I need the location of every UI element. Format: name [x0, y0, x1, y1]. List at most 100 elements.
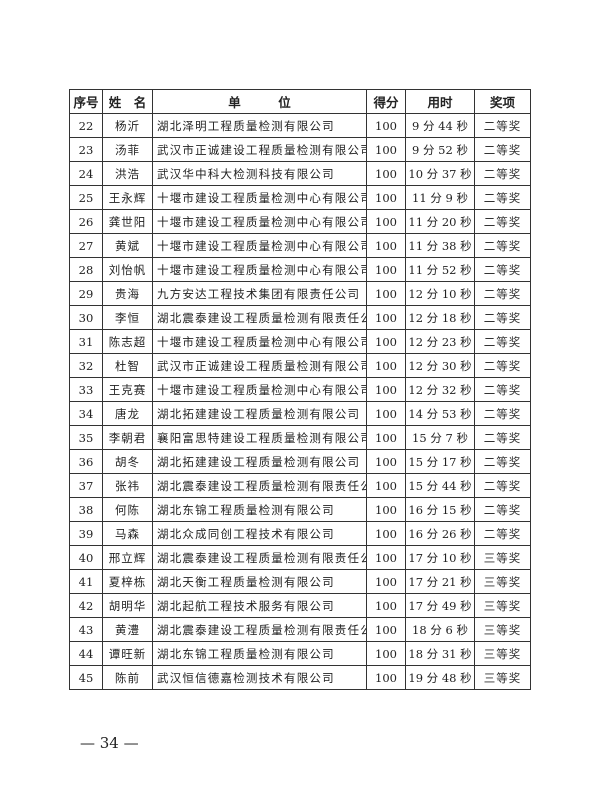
time-used-cell: 17 分 10 秒: [405, 545, 475, 570]
person-name-cell: 李朝君: [102, 425, 153, 450]
organization-cell: 湖北起航工程技术服务有限公司: [152, 593, 367, 618]
person-name-cell: 陈志超: [102, 329, 153, 354]
person-name-cell: 马森: [102, 521, 153, 546]
organization-cell: 湖北泽明工程质量检测有限公司: [152, 113, 367, 138]
header-time: 用时: [405, 89, 475, 114]
time-used-cell: 16 分 15 秒: [405, 497, 475, 522]
score-cell: 100: [366, 617, 406, 642]
table-row: 36 胡冬 湖北拓建建设工程质量检测有限公司 100 15 分 17 秒二等奖: [69, 449, 531, 474]
table-row: 34 唐龙 湖北拓建建设工程质量检测有限公司 100 14 分 53 秒二等奖: [69, 401, 531, 426]
award-cell: 二等奖: [474, 329, 531, 354]
score-cell: 100: [366, 425, 406, 450]
table-row: 37 张祎 湖北震泰建设工程质量检测有限责任公司 100 15 分 44 秒二等奖: [69, 473, 531, 498]
time-used-cell: 19 分 48 秒: [405, 665, 475, 690]
row-number-cell: 30: [69, 305, 103, 330]
award-cell: 二等奖: [474, 425, 531, 450]
table-row: 39 马森 湖北众成同创工程技术有限公司 100 16 分 26 秒二等奖: [69, 521, 531, 546]
header-score: 得分: [366, 89, 406, 114]
organization-cell: 九方安达工程技术集团有限责任公司: [152, 281, 367, 306]
row-number-cell: 44: [69, 641, 103, 666]
row-number-cell: 35: [69, 425, 103, 450]
row-number-cell: 31: [69, 329, 103, 354]
person-name-cell: 何陈: [102, 497, 153, 522]
time-used-cell: 18 分 31 秒: [405, 641, 475, 666]
person-name-cell: 李恒: [102, 305, 153, 330]
time-used-cell: 18 分 6 秒: [405, 617, 475, 642]
score-cell: 100: [366, 233, 406, 258]
table-row: 40 邢立辉 湖北震泰建设工程质量检测有限责任公司 100 17 分 10 秒三等奖: [69, 545, 531, 570]
time-used-cell: 12 分 23 秒: [405, 329, 475, 354]
award-cell: 三等奖: [474, 617, 531, 642]
organization-cell: 湖北拓建建设工程质量检测有限公司: [152, 401, 367, 426]
person-name-cell: 胡冬: [102, 449, 153, 474]
score-cell: 100: [366, 329, 406, 354]
score-cell: 100: [366, 257, 406, 282]
time-used-cell: 10 分 37 秒: [405, 161, 475, 186]
time-used-cell: 11 分 52 秒: [405, 257, 475, 282]
row-number-cell: 29: [69, 281, 103, 306]
time-used-cell: 11 分 9 秒: [405, 185, 475, 210]
person-name-cell: 黄澧: [102, 617, 153, 642]
table-row: 35 李朝君 襄阳富思特建设工程质量检测有限公司 100 15 分 7 秒二等奖: [69, 425, 531, 450]
award-cell: 二等奖: [474, 161, 531, 186]
person-name-cell: 胡明华: [102, 593, 153, 618]
person-name-cell: 夏梓栋: [102, 569, 153, 594]
award-cell: 三等奖: [474, 593, 531, 618]
score-cell: 100: [366, 641, 406, 666]
organization-cell: 十堰市建设工程质量检测中心有限公司: [152, 233, 367, 258]
award-cell: 二等奖: [474, 233, 531, 258]
score-cell: 100: [366, 185, 406, 210]
person-name-cell: 汤菲: [102, 137, 153, 162]
organization-cell: 湖北拓建建设工程质量检测有限公司: [152, 449, 367, 474]
organization-cell: 十堰市建设工程质量检测中心有限公司: [152, 377, 367, 402]
organization-cell: 十堰市建设工程质量检测中心有限公司: [152, 257, 367, 282]
table-row: 22 杨沂 湖北泽明工程质量检测有限公司 100 9 分 44 秒二等奖: [69, 113, 531, 138]
person-name-cell: 洪浩: [102, 161, 153, 186]
organization-cell: 湖北震泰建设工程质量检测有限责任公司: [152, 305, 367, 330]
award-cell: 二等奖: [474, 377, 531, 402]
score-cell: 100: [366, 353, 406, 378]
person-name-cell: 陈前: [102, 665, 153, 690]
organization-cell: 湖北东锦工程质量检测有限公司: [152, 497, 367, 522]
row-number-cell: 23: [69, 137, 103, 162]
table-row: 26 龚世阳 十堰市建设工程质量检测中心有限公司 100 11 分 20 秒二等奖: [69, 209, 531, 234]
table-row: 25 王永辉 十堰市建设工程质量检测中心有限公司 100 11 分 9 秒二等奖: [69, 185, 531, 210]
time-used-cell: 16 分 26 秒: [405, 521, 475, 546]
award-cell: 二等奖: [474, 401, 531, 426]
time-used-cell: 11 分 38 秒: [405, 233, 475, 258]
row-number-cell: 43: [69, 617, 103, 642]
award-cell: 二等奖: [474, 473, 531, 498]
award-cell: 三等奖: [474, 665, 531, 690]
score-cell: 100: [366, 593, 406, 618]
person-name-cell: 杜智: [102, 353, 153, 378]
person-name-cell: 唐龙: [102, 401, 153, 426]
table-row: 23 汤菲 武汉市正诚建设工程质量检测有限公司 100 9 分 52 秒二等奖: [69, 137, 531, 162]
organization-cell: 湖北天衡工程质量检测有限公司: [152, 569, 367, 594]
organization-cell: 湖北震泰建设工程质量检测有限责任公司: [152, 617, 367, 642]
row-number-cell: 33: [69, 377, 103, 402]
score-cell: 100: [366, 473, 406, 498]
score-cell: 100: [366, 137, 406, 162]
score-cell: 100: [366, 497, 406, 522]
organization-cell: 湖北震泰建设工程质量检测有限责任公司: [152, 545, 367, 570]
award-cell: 二等奖: [474, 305, 531, 330]
time-used-cell: 12 分 10 秒: [405, 281, 475, 306]
award-cell: 二等奖: [474, 449, 531, 474]
award-cell: 二等奖: [474, 497, 531, 522]
person-name-cell: 邢立辉: [102, 545, 153, 570]
award-cell: 二等奖: [474, 257, 531, 282]
time-used-cell: 15 分 7 秒: [405, 425, 475, 450]
organization-cell: 武汉恒信德嘉检测技术有限公司: [152, 665, 367, 690]
person-name-cell: 杨沂: [102, 113, 153, 138]
person-name-cell: 张祎: [102, 473, 153, 498]
row-number-cell: 22: [69, 113, 103, 138]
results-table: 序号 姓 名 单 位 得分 用时 奖项 22 杨沂 湖北泽明工程质量检测有限公司 10…: [69, 89, 531, 690]
page-number: — 34 —: [80, 734, 139, 752]
score-cell: 100: [366, 569, 406, 594]
person-name-cell: 贵海: [102, 281, 153, 306]
time-used-cell: 17 分 49 秒: [405, 593, 475, 618]
person-name-cell: 王永辉: [102, 185, 153, 210]
time-used-cell: 12 分 30 秒: [405, 353, 475, 378]
table-row: 31 陈志超 十堰市建设工程质量检测中心有限公司 100 12 分 23 秒二等奖: [69, 329, 531, 354]
time-used-cell: 14 分 53 秒: [405, 401, 475, 426]
